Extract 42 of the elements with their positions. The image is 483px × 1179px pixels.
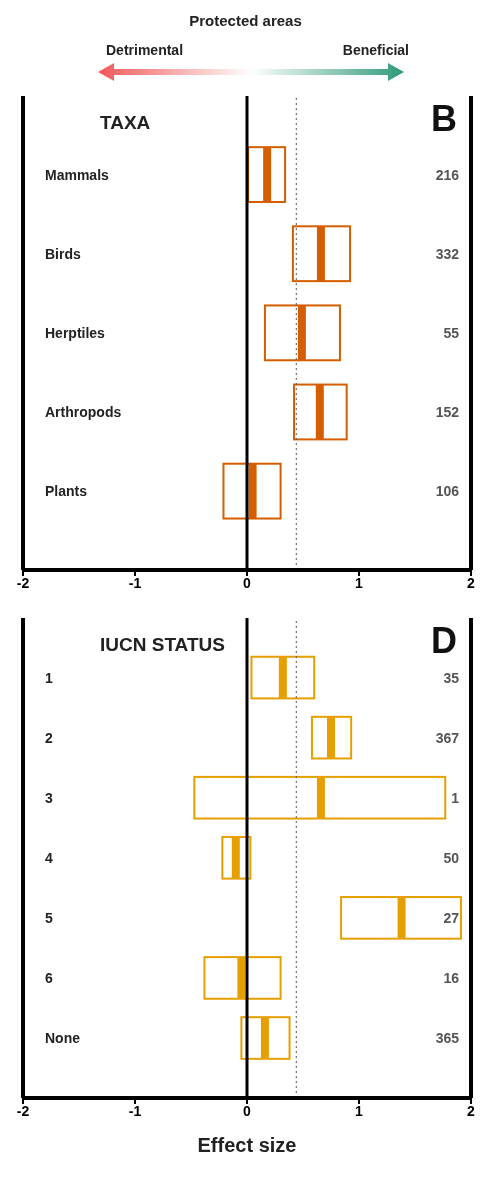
annotation: 365 [435, 1030, 460, 1047]
annotation: 332 [435, 245, 460, 262]
y-tick-label: 1 [45, 669, 53, 686]
text: Detrimental [106, 42, 184, 58]
annotation: B [431, 98, 457, 140]
x-axis-title: Effect size [197, 1134, 297, 1156]
y-tick-label: Birds [45, 245, 81, 262]
x-tick-label: -2 [16, 1102, 30, 1119]
y-tick-label: 5 [45, 910, 53, 927]
annotation: 152 [435, 404, 460, 421]
text: Protected areas [188, 12, 303, 29]
annotation: 106 [435, 483, 460, 500]
text: TAXA [100, 112, 151, 134]
annotation: 216 [435, 166, 460, 183]
text: Beneficial [342, 42, 409, 58]
x-tick-label: -1 [128, 1102, 142, 1119]
annotation: 1 [451, 789, 460, 806]
y-tick-label: Arthropods [45, 404, 122, 421]
annotation: 27 [443, 910, 460, 927]
y-tick-label: 2 [45, 729, 53, 746]
y-tick-label: Herptiles [45, 325, 106, 341]
x-tick-label: 0 [243, 574, 252, 591]
annotation: 50 [443, 850, 460, 866]
x-tick-label: -2 [16, 574, 30, 591]
y-tick-label: Plants [45, 483, 88, 500]
x-tick-label: 2 [467, 574, 476, 591]
annotation: D [431, 620, 457, 662]
y-tick-label: 3 [45, 789, 53, 806]
x-tick-label: 1 [355, 1102, 364, 1119]
y-tick-label: 6 [45, 970, 53, 987]
x-tick-label: -1 [128, 574, 142, 591]
annotation: 367 [435, 729, 460, 746]
x-tick-label: 2 [467, 1102, 476, 1119]
annotation: 16 [443, 970, 460, 987]
x-tick-label: 0 [243, 1102, 252, 1119]
annotation: 35 [443, 669, 460, 686]
y-tick-label: Mammals [45, 166, 110, 183]
x-tick-label: 1 [355, 574, 364, 591]
y-tick-label: None [45, 1030, 81, 1047]
text: IUCN STATUS [100, 634, 225, 656]
y-tick-label: 4 [45, 850, 53, 866]
annotation: 55 [443, 325, 460, 341]
